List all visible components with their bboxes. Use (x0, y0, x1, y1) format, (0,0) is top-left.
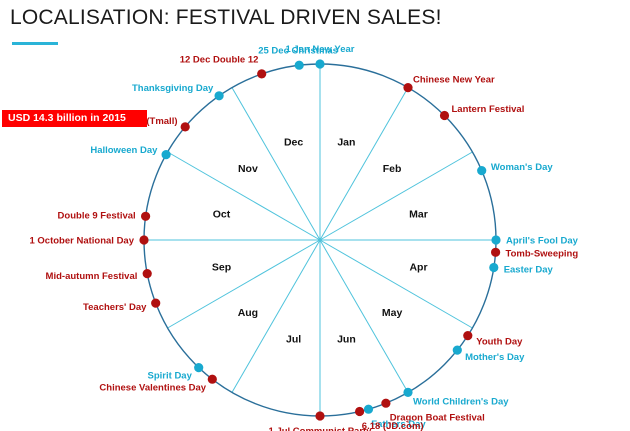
festival-label-mother-s-day: Mother's Day (465, 352, 525, 363)
festival-dot-april-s-fool-day (491, 235, 501, 245)
spoke-10 (167, 151, 321, 241)
festival-label-mid-autumn-festival: Mid-autumn Festival (46, 271, 138, 282)
festival-label-halloween-day: Halloween Day (90, 145, 158, 156)
spoke-5 (319, 239, 409, 393)
festival-dot-1-jul-communist-party (315, 411, 325, 421)
month-label-aug: Aug (238, 307, 258, 319)
festival-label-tomb-sweeping: Tomb-Sweeping (506, 249, 579, 260)
spoke-7 (231, 239, 321, 393)
festival-label-thanksgiving-day: Thanksgiving Day (132, 83, 214, 94)
festival-dot-world-children-s-day (403, 387, 413, 397)
month-labels: Jan Feb Mar Apr May Jun Jul Aug Sep Oct Nov Dec (212, 137, 428, 346)
spoke-4 (319, 239, 473, 329)
month-spokes (144, 64, 496, 416)
festival-dot-easter-day (489, 262, 499, 273)
month-label-dec: Dec (284, 137, 303, 149)
festival-dot-11-11-singles-day-tmall (180, 122, 190, 132)
festival-label-woman-s-day: Woman's Day (491, 162, 553, 173)
festival-dot-halloween-day (161, 150, 171, 160)
festival-dot-dragon-boat-festival (381, 398, 391, 408)
month-label-jun: Jun (337, 334, 356, 346)
festival-label-12-dec-double-12: 12 Dec Double 12 (180, 55, 259, 66)
month-label-oct: Oct (213, 209, 231, 221)
festival-dot-spirit-day (194, 363, 204, 373)
page-title: LOCALISATION: FESTIVAL DRIVEN SALES! (10, 6, 442, 29)
festival-dot-youth-day (463, 331, 473, 341)
spoke-8 (167, 239, 321, 329)
title-underline (12, 42, 58, 45)
festival-label-youth-day: Youth Day (476, 337, 523, 348)
month-label-sep: Sep (212, 261, 231, 273)
festival-label-1-october-national-day: 1 October National Day (29, 236, 134, 247)
festival-label-chinese-new-year: Chinese New Year (413, 74, 495, 85)
festival-label-25-dec-christmas: 25 Dec Christmas (258, 45, 338, 56)
festival-label-1-jul-communist-party: 1 Jul Communist Party (269, 426, 373, 431)
festival-dot-fathers-day (363, 404, 374, 414)
festival-dot-chinese-new-year (403, 83, 413, 93)
spoke-1 (319, 87, 409, 241)
month-label-nov: Nov (238, 163, 258, 175)
festival-label-double-9-festival: Double 9 Festival (58, 210, 136, 221)
festival-label-chinese-valentines-day: Chinese Valentines Day (99, 383, 206, 394)
festival-dot-25-dec-christmas (294, 60, 304, 70)
spoke-2 (319, 151, 473, 241)
festival-dot-mother-s-day (452, 345, 462, 355)
festival-label-fathers-day: Fathers Day (371, 419, 426, 430)
festival-label-6-18-jd-com: 6.18 (JD.com) (362, 421, 424, 431)
festival-label-easter-day: Easter Day (504, 265, 554, 276)
month-label-feb: Feb (383, 163, 402, 175)
festival-label-world-children-s-day: World Children's Day (413, 397, 509, 408)
festival-dot-1-october-national-day (139, 235, 149, 245)
festival-dot-tomb-sweeping (491, 247, 501, 257)
month-label-may: May (382, 307, 403, 319)
festival-label-dragon-boat-festival: Dragon Boat Festival (390, 413, 485, 424)
festival-dot-12-dec-double-12 (257, 69, 267, 79)
month-label-apr: Apr (409, 261, 427, 273)
festival-markers (139, 59, 501, 421)
festival-label-teachers-day: Teachers' Day (83, 302, 147, 313)
month-label-jul: Jul (286, 334, 301, 346)
festival-dot-thanksgiving-day (214, 91, 224, 101)
month-label-jan: Jan (337, 137, 355, 149)
festival-label-spirit-day: Spirit Day (148, 370, 193, 381)
festival-dot-woman-s-day (477, 166, 487, 176)
month-label-mar: Mar (409, 209, 428, 221)
festival-dot-chinese-valentines-day (207, 374, 217, 384)
festival-label-april-s-fool-day: April's Fool Day (506, 236, 579, 247)
singles-day-sales-banner: USD 14.3 billion in 2015 (2, 110, 147, 127)
spoke-11 (231, 87, 321, 241)
festival-label-1-jan-new-year: 1 Jan New Year (285, 44, 354, 55)
festival-dot-mid-autumn-festival (142, 269, 152, 279)
festival-dot-lantern-festival (439, 110, 450, 121)
festival-dot-6-18-jd-com (355, 406, 365, 417)
festival-label-lantern-festival: Lantern Festival (452, 104, 525, 115)
festival-dot-double-9-festival (141, 211, 151, 221)
festival-dot-1-jan-new-year (315, 59, 325, 69)
festival-dot-teachers-day (151, 298, 161, 308)
